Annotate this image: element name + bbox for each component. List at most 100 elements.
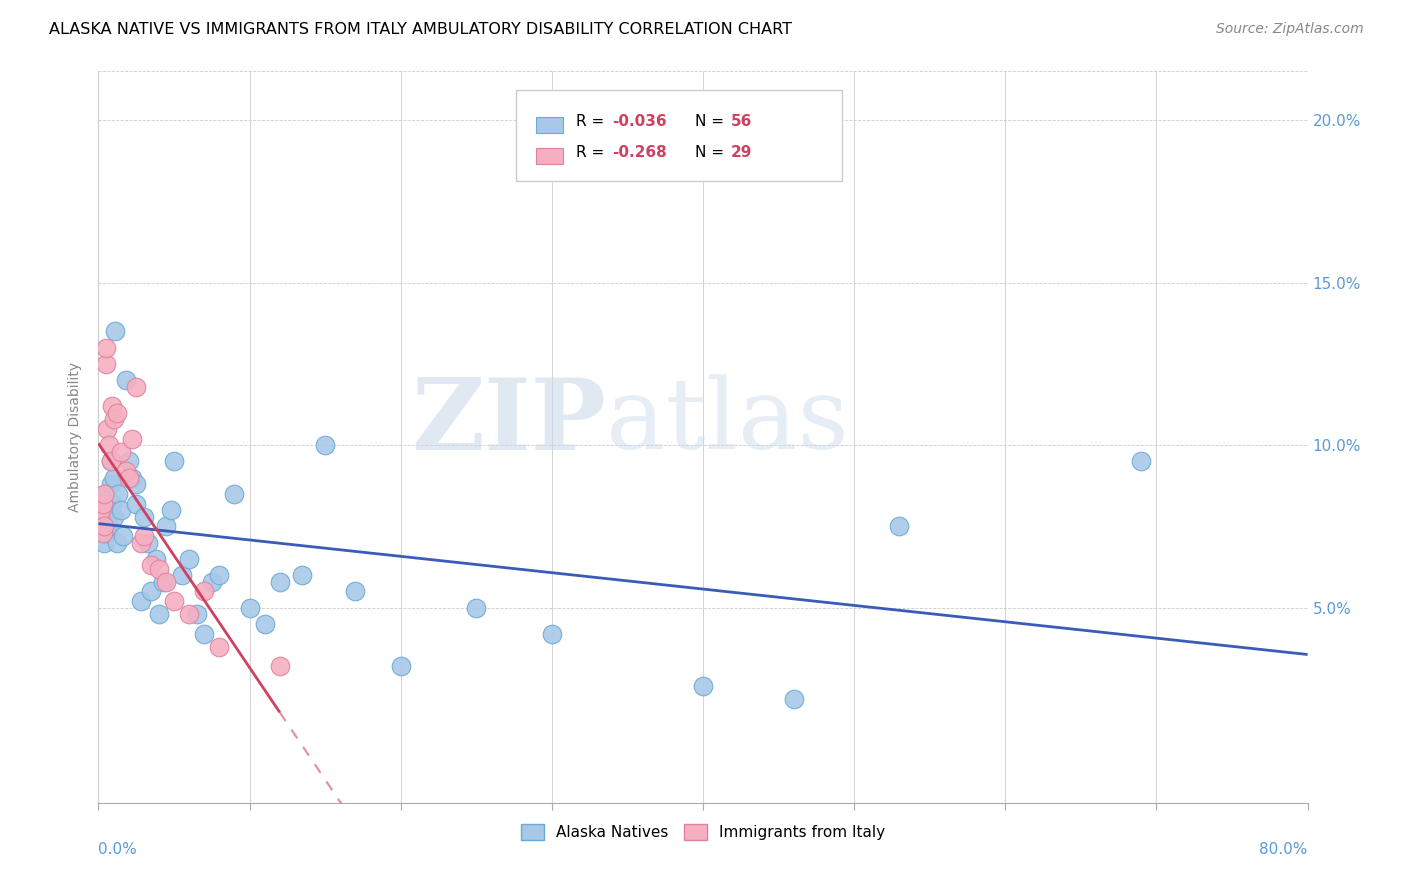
Point bbox=[101, 399, 124, 413]
FancyBboxPatch shape bbox=[536, 148, 562, 164]
Legend: Alaska Natives, Immigrants from Italy: Alaska Natives, Immigrants from Italy bbox=[515, 818, 891, 847]
Point bbox=[155, 574, 177, 589]
Point bbox=[96, 519, 118, 533]
Point bbox=[103, 471, 125, 485]
Point bbox=[94, 341, 117, 355]
Text: N =: N = bbox=[695, 113, 728, 128]
Point bbox=[105, 406, 128, 420]
Point bbox=[344, 584, 367, 599]
Point bbox=[540, 626, 562, 640]
Point bbox=[103, 412, 125, 426]
Point bbox=[93, 535, 115, 549]
Point bbox=[93, 503, 115, 517]
Point bbox=[148, 607, 170, 622]
Point bbox=[100, 454, 122, 468]
Point bbox=[201, 574, 224, 589]
Text: Source: ZipAtlas.com: Source: ZipAtlas.com bbox=[1216, 22, 1364, 37]
Point bbox=[783, 691, 806, 706]
Point bbox=[1130, 454, 1153, 468]
Point bbox=[103, 509, 125, 524]
Point bbox=[136, 535, 159, 549]
Point bbox=[179, 552, 201, 566]
Text: ALASKA NATIVE VS IMMIGRANTS FROM ITALY AMBULATORY DISABILITY CORRELATION CHART: ALASKA NATIVE VS IMMIGRANTS FROM ITALY A… bbox=[49, 22, 792, 37]
Point bbox=[98, 519, 121, 533]
Y-axis label: Ambulatory Disability: Ambulatory Disability bbox=[69, 362, 83, 512]
Text: -0.268: -0.268 bbox=[613, 145, 666, 160]
Point bbox=[96, 422, 118, 436]
Point bbox=[125, 380, 148, 394]
Point bbox=[91, 526, 114, 541]
Point bbox=[98, 503, 121, 517]
Point bbox=[208, 568, 231, 582]
Point bbox=[118, 454, 141, 468]
Point bbox=[93, 487, 115, 501]
Point bbox=[193, 584, 215, 599]
Point bbox=[465, 600, 488, 615]
Point bbox=[96, 497, 118, 511]
Point bbox=[110, 444, 132, 458]
Point bbox=[93, 519, 115, 533]
Point bbox=[163, 594, 186, 608]
Point bbox=[186, 607, 208, 622]
Point bbox=[94, 487, 117, 501]
Point bbox=[91, 497, 114, 511]
Point bbox=[104, 325, 127, 339]
Point bbox=[314, 438, 336, 452]
Text: 29: 29 bbox=[731, 145, 752, 160]
Point bbox=[141, 584, 163, 599]
Point bbox=[269, 574, 291, 589]
Point bbox=[105, 535, 128, 549]
Point bbox=[89, 509, 111, 524]
Text: ZIP: ZIP bbox=[412, 374, 606, 471]
Point bbox=[98, 438, 121, 452]
Point bbox=[125, 497, 148, 511]
Point bbox=[107, 487, 129, 501]
Point bbox=[239, 600, 262, 615]
Point bbox=[101, 497, 124, 511]
Point bbox=[692, 679, 714, 693]
Point bbox=[100, 454, 122, 468]
Point bbox=[111, 529, 134, 543]
Point bbox=[94, 526, 117, 541]
Point bbox=[110, 503, 132, 517]
Point bbox=[160, 503, 183, 517]
Point bbox=[121, 471, 143, 485]
Point bbox=[100, 477, 122, 491]
Point bbox=[94, 357, 117, 371]
Point bbox=[152, 574, 174, 589]
Text: 80.0%: 80.0% bbox=[1260, 842, 1308, 857]
Point bbox=[91, 497, 114, 511]
Point bbox=[114, 373, 136, 387]
FancyBboxPatch shape bbox=[516, 90, 842, 181]
Text: -0.036: -0.036 bbox=[613, 113, 666, 128]
Point bbox=[90, 519, 112, 533]
Point bbox=[389, 659, 412, 673]
Point bbox=[90, 503, 112, 517]
Text: R =: R = bbox=[576, 113, 609, 128]
Point bbox=[148, 562, 170, 576]
Text: R =: R = bbox=[576, 145, 609, 160]
Point bbox=[129, 535, 152, 549]
Point bbox=[125, 477, 148, 491]
Point bbox=[179, 607, 201, 622]
Point bbox=[132, 509, 155, 524]
Point bbox=[208, 640, 231, 654]
Point bbox=[114, 464, 136, 478]
Point bbox=[889, 519, 911, 533]
Text: atlas: atlas bbox=[606, 375, 849, 470]
Point bbox=[129, 594, 152, 608]
Point bbox=[193, 626, 215, 640]
Point bbox=[253, 617, 276, 632]
Text: N =: N = bbox=[695, 145, 728, 160]
Point bbox=[269, 659, 291, 673]
Text: 0.0%: 0.0% bbox=[98, 842, 138, 857]
Point bbox=[118, 471, 141, 485]
Point bbox=[163, 454, 186, 468]
Point bbox=[132, 529, 155, 543]
Point bbox=[155, 519, 177, 533]
Point bbox=[141, 558, 163, 573]
Point bbox=[224, 487, 246, 501]
FancyBboxPatch shape bbox=[536, 117, 562, 133]
Point bbox=[291, 568, 314, 582]
Point bbox=[94, 509, 117, 524]
